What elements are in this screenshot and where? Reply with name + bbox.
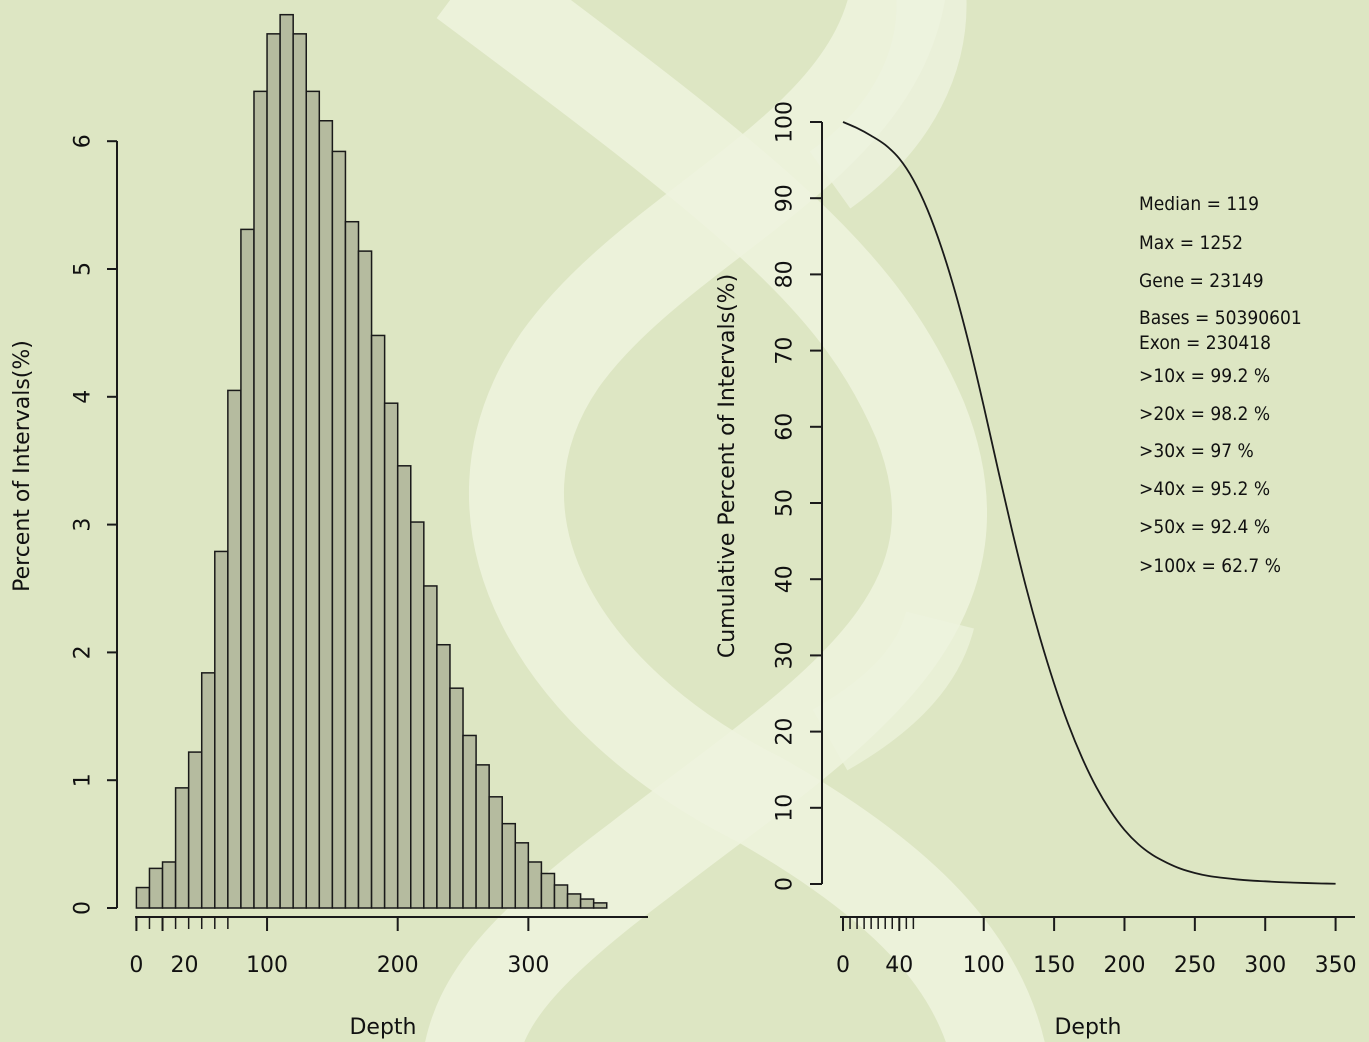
cumulative-y-tick-label: 70 bbox=[773, 337, 798, 365]
histogram-bar bbox=[566, 893, 582, 909]
cumulative-y-tick-label: 100 bbox=[773, 101, 798, 143]
histogram-x-tick-label: 200 bbox=[377, 953, 419, 978]
histogram-bar bbox=[331, 150, 347, 909]
cumulative-x-tick-label: 150 bbox=[1033, 953, 1075, 978]
cumulative-y-tick-label: 40 bbox=[773, 565, 798, 593]
histogram-bar bbox=[344, 220, 360, 909]
histogram-bar bbox=[148, 867, 164, 909]
cumulative-y-ticks: 0 10 20 30 40 50 60 70 80 90 100 bbox=[773, 101, 822, 891]
histogram-bar bbox=[357, 250, 373, 909]
histogram-bar bbox=[279, 13, 294, 909]
histogram-bar bbox=[396, 465, 412, 909]
helix-strand-d bbox=[812, 610, 974, 771]
histogram-bar bbox=[423, 585, 438, 909]
cumulative-y-tick-label: 30 bbox=[773, 641, 798, 669]
helix-strand-b bbox=[468, 0, 1045, 1042]
cumulative-y-tick-label: 0 bbox=[773, 877, 798, 891]
histogram-bar bbox=[527, 861, 543, 909]
histogram-bar bbox=[253, 90, 268, 909]
histogram-bar bbox=[592, 902, 608, 909]
cumulative-y-tick-label: 50 bbox=[773, 489, 798, 517]
coverage-stat-label: Bases = 50390601 bbox=[1139, 307, 1302, 329]
histogram-y-ticks: 0 1 2 3 4 5 6 bbox=[71, 134, 117, 915]
cumulative-line bbox=[842, 121, 1336, 885]
coverage-stat-label: >40x = 95.2 % bbox=[1139, 478, 1270, 500]
histogram-bars bbox=[135, 13, 608, 909]
coverage-stat-label: >10x = 99.2 % bbox=[1139, 365, 1270, 387]
cumulative-x-tick-label: 350 bbox=[1315, 953, 1357, 978]
histogram-y-tick-label: 6 bbox=[71, 134, 96, 148]
depth-histogram: 0 1 2 3 4 5 6 0 20 100 200 300 Depth Percent of In… bbox=[10, 13, 648, 1040]
cumulative-y-tick-label: 80 bbox=[773, 260, 798, 288]
histogram-bar bbox=[436, 643, 451, 909]
histogram-x-tick-label: 20 bbox=[171, 953, 199, 978]
cumulative-x-tick-label: 250 bbox=[1174, 953, 1216, 978]
histogram-bar bbox=[214, 550, 229, 909]
histogram-bar bbox=[383, 402, 399, 909]
histogram-bar bbox=[187, 751, 203, 909]
histogram-bar bbox=[174, 787, 190, 909]
histogram-bar bbox=[410, 521, 425, 909]
histogram-bar bbox=[579, 898, 595, 909]
cumulative-y-tick-label: 90 bbox=[773, 184, 798, 212]
histogram-bar bbox=[266, 33, 281, 909]
cumulative-x-ticks: 0 40 100 150 200 250 300 350 bbox=[836, 917, 1357, 978]
histogram-bar bbox=[514, 842, 530, 909]
cumulative-y-tick-label: 60 bbox=[773, 413, 798, 441]
coverage-stat-label: >50x = 92.4 % bbox=[1139, 516, 1270, 538]
coverage-statistics: Median = 119 Max = 1252 Gene = 23149 Bases … bbox=[1139, 193, 1302, 577]
histogram-x-tick-label: 300 bbox=[507, 953, 549, 978]
histogram-x-axis-title: Depth bbox=[349, 1015, 416, 1040]
histogram-x-tick-label: 100 bbox=[246, 953, 288, 978]
cumulative-x-tick-label: 40 bbox=[885, 953, 913, 978]
coverage-stat-label: >30x = 97 % bbox=[1139, 440, 1254, 462]
histogram-y-tick-label: 4 bbox=[71, 390, 96, 404]
cumulative-y-tick-label: 10 bbox=[773, 794, 798, 822]
histogram-bar bbox=[501, 822, 517, 909]
histogram-bar bbox=[135, 886, 151, 909]
histogram-bar bbox=[475, 764, 490, 909]
cumulative-x-tick-label: 0 bbox=[836, 953, 850, 978]
histogram-x-tick-label: 0 bbox=[129, 953, 143, 978]
coverage-stat-label: Exon = 230418 bbox=[1139, 332, 1271, 354]
histogram-y-tick-label: 0 bbox=[71, 901, 96, 915]
coverage-stat-label: >100x = 62.7 % bbox=[1139, 555, 1281, 577]
cumulative-y-axis-title: Cumulative Percent of Intervals(%) bbox=[715, 274, 740, 658]
histogram-bar bbox=[462, 734, 477, 909]
histogram-bar bbox=[540, 872, 556, 909]
coverage-stat-label: Gene = 23149 bbox=[1139, 270, 1264, 292]
histogram-bar bbox=[553, 884, 569, 909]
cumulative-x-tick-label: 200 bbox=[1103, 953, 1145, 978]
histogram-bar bbox=[305, 90, 321, 909]
coverage-stat-label: Median = 119 bbox=[1139, 193, 1259, 215]
cumulative-x-tick-label: 100 bbox=[963, 953, 1005, 978]
cumulative-coverage-chart: 0 10 20 30 40 50 60 70 80 90 100 0 40 100 150 200 250 30… bbox=[715, 101, 1357, 1040]
dna-helix-watermark bbox=[425, 0, 1045, 1042]
histogram-bar bbox=[227, 389, 242, 909]
histogram-bar bbox=[161, 861, 177, 909]
coverage-stat-label: >20x = 98.2 % bbox=[1139, 403, 1270, 425]
histogram-y-tick-label: 3 bbox=[71, 518, 96, 532]
histogram-x-ticks: 0 20 100 200 300 bbox=[129, 917, 549, 978]
cumulative-y-tick-label: 20 bbox=[773, 718, 798, 746]
coverage-stat-label: Max = 1252 bbox=[1139, 232, 1243, 254]
histogram-y-axis-title: Percent of Intervals(%) bbox=[10, 340, 35, 592]
histogram-bar bbox=[318, 120, 334, 909]
histogram-bar bbox=[370, 334, 386, 909]
histogram-y-tick-label: 2 bbox=[71, 645, 96, 659]
histogram-y-tick-label: 1 bbox=[71, 773, 96, 787]
cumulative-x-axis-title: Depth bbox=[1054, 1015, 1121, 1040]
histogram-y-tick-label: 5 bbox=[71, 262, 96, 276]
cumulative-x-tick-label: 300 bbox=[1244, 953, 1286, 978]
histogram-bar bbox=[292, 33, 307, 909]
histogram-bar bbox=[449, 687, 464, 909]
helix-strand-c bbox=[809, 0, 967, 209]
histogram-bar bbox=[200, 672, 216, 909]
histogram-bar bbox=[488, 796, 503, 909]
histogram-bar bbox=[240, 228, 255, 909]
